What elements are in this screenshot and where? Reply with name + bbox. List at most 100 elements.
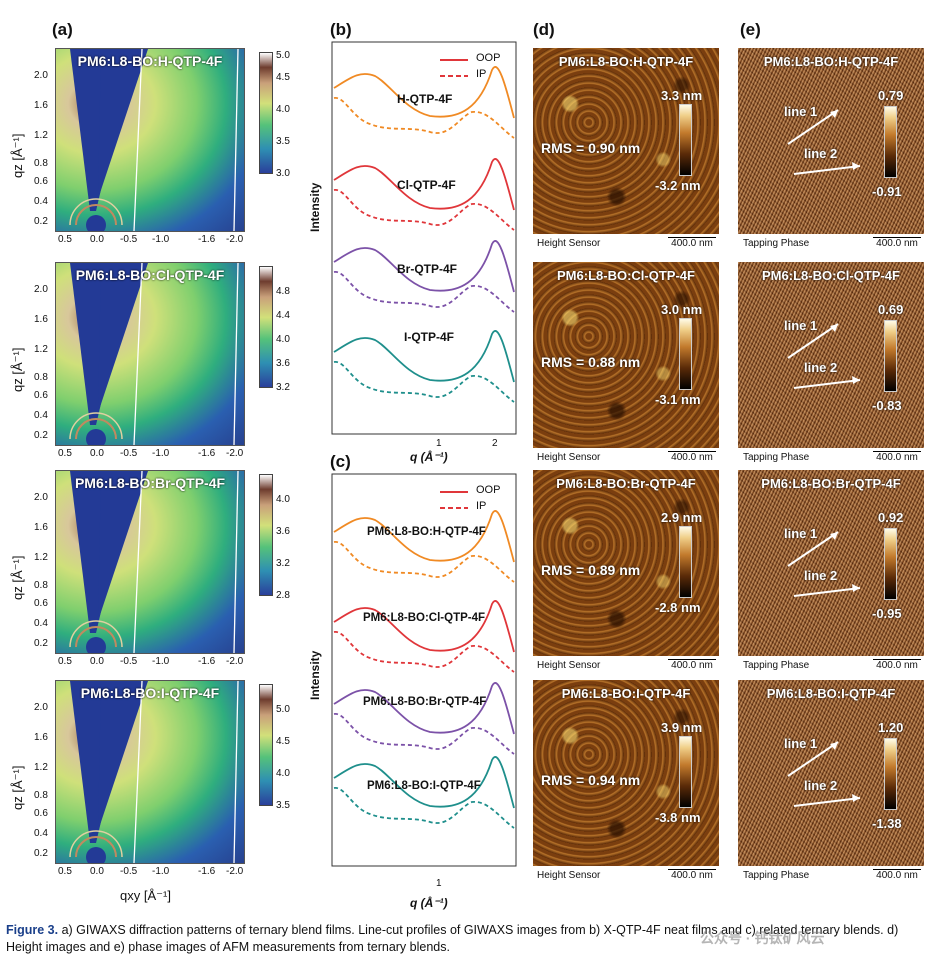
height-sensor-label: Height Sensor bbox=[537, 660, 601, 671]
curve-b-label-cl: Cl-QTP-4F bbox=[397, 178, 456, 192]
afm-height-image: PM6:L8-BO:Br-QTP-4F 2.9 nm -2.8 nm RMS = 0.… bbox=[533, 470, 719, 656]
scale-bar: 400.0 nm bbox=[873, 869, 921, 881]
colorbar-tick: 3.5 bbox=[276, 800, 290, 811]
qxy-tick: -1.0 bbox=[152, 234, 170, 245]
ip-curve bbox=[333, 713, 515, 755]
qxy-tick: -0.5 bbox=[120, 656, 138, 667]
scale-bar: 400.0 nm bbox=[668, 659, 716, 671]
phase-colorbar bbox=[884, 320, 897, 392]
legend-c-oop: OOP bbox=[476, 484, 501, 496]
legend-b-oop: OOP bbox=[476, 52, 501, 64]
colorbar-tick: 3.0 bbox=[276, 168, 290, 179]
tapping-phase-label: Tapping Phase bbox=[743, 238, 810, 249]
height-sensor-label: Height Sensor bbox=[537, 452, 601, 463]
figure-caption: Figure 3. a) GIWAXS diffraction patterns… bbox=[6, 922, 936, 956]
qxy-tick: -1.6 bbox=[198, 448, 216, 459]
caption-text: a) GIWAXS diffraction patterns of ternar… bbox=[6, 923, 899, 954]
phase-colorbar bbox=[884, 528, 897, 600]
phase-min: -0.95 bbox=[872, 606, 902, 621]
qz-tick: 1.2 bbox=[34, 130, 48, 141]
colorbar-tick: 4.0 bbox=[276, 768, 290, 779]
qz-tick: 2.0 bbox=[34, 70, 48, 81]
scale-bar: 400.0 nm bbox=[873, 451, 921, 463]
rms-value: RMS = 0.88 nm bbox=[541, 354, 641, 370]
qz-tick: 0.2 bbox=[34, 216, 48, 227]
afm-phase-title: PM6:L8-BO:H-QTP-4F bbox=[763, 54, 899, 69]
colorbar-tick: 4.0 bbox=[276, 334, 290, 345]
giwaxs-colorbar bbox=[259, 266, 273, 388]
qz-tick: 1.6 bbox=[34, 100, 48, 111]
line2-label: line 2 bbox=[804, 778, 838, 793]
line-arrows bbox=[787, 323, 861, 389]
phase-min: -0.91 bbox=[872, 184, 902, 199]
height-colorbar bbox=[679, 736, 692, 808]
height-max: 3.9 nm bbox=[661, 720, 703, 735]
qxy-tick: -2.0 bbox=[226, 866, 244, 877]
oop-curve bbox=[333, 756, 515, 809]
qz-tick: 0.2 bbox=[34, 638, 48, 649]
scale-bar: 400.0 nm bbox=[873, 237, 921, 249]
tapping-phase-label: Tapping Phase bbox=[743, 870, 810, 881]
height-sensor-label: Height Sensor bbox=[537, 870, 601, 881]
ip-curve bbox=[333, 271, 515, 313]
qxy-tick: -1.6 bbox=[198, 656, 216, 667]
phase-max: 0.79 bbox=[878, 88, 904, 103]
qz-tick: 0.6 bbox=[34, 390, 48, 401]
giwaxs-title: PM6:L8-BO:H-QTP-4F bbox=[77, 53, 223, 69]
colorbar-tick: 5.0 bbox=[276, 704, 290, 715]
oop-curve bbox=[333, 600, 515, 653]
scale-bar: 400.0 nm bbox=[668, 451, 716, 463]
scale-bar: 400.0 nm bbox=[668, 237, 716, 249]
colorbar-tick: 4.5 bbox=[276, 736, 290, 747]
qz-tick: 2.0 bbox=[34, 702, 48, 713]
colorbar-tick: 3.6 bbox=[276, 358, 290, 369]
caption-lead: Figure 3. bbox=[6, 923, 59, 937]
panel-label-d: (d) bbox=[533, 20, 555, 39]
phase-colorbar bbox=[884, 738, 897, 810]
giwaxs-title: PM6:L8-BO:I-QTP-4F bbox=[80, 685, 220, 701]
height-colorbar bbox=[679, 526, 692, 598]
qz-tick: 0.4 bbox=[34, 410, 48, 421]
height-max: 3.3 nm bbox=[661, 88, 703, 103]
height-max: 2.9 nm bbox=[661, 510, 703, 525]
panel-label-b: (b) bbox=[330, 20, 352, 39]
height-sensor-label: Height Sensor bbox=[537, 238, 601, 249]
giwaxs-colorbar bbox=[259, 52, 273, 174]
qxy-tick: -0.5 bbox=[120, 866, 138, 877]
colorbar-tick: 3.5 bbox=[276, 136, 290, 147]
oop-curve bbox=[333, 510, 515, 563]
qxy-tick: 0.5 bbox=[58, 656, 72, 667]
qxy-tick: -1.6 bbox=[198, 866, 216, 877]
line-arrows bbox=[787, 109, 861, 175]
qz-tick: 0.4 bbox=[34, 196, 48, 207]
colorbar-tick: 3.6 bbox=[276, 526, 290, 537]
ip-curve bbox=[333, 97, 515, 139]
linecut-b-xlabel: q (Å⁻¹) bbox=[410, 450, 448, 464]
linecut-b-ylabel: Intensity bbox=[308, 182, 322, 232]
qxy-tick: 0.0 bbox=[90, 448, 104, 459]
line1-label: line 1 bbox=[784, 318, 818, 333]
ip-curve bbox=[333, 189, 515, 231]
curve-c-label-h: PM6:L8-BO:H-QTP-4F bbox=[367, 526, 486, 538]
linecut-c-chart bbox=[331, 473, 517, 867]
height-colorbar bbox=[679, 318, 692, 390]
line1-label: line 1 bbox=[784, 736, 818, 751]
oop-curve bbox=[333, 240, 515, 293]
oop-curve bbox=[333, 158, 515, 211]
curve-b-label-br: Br-QTP-4F bbox=[397, 262, 457, 276]
watermark: 公众号 · 钙钛矿风云 bbox=[700, 930, 825, 946]
afm-phase-image: PM6:L8-BO:I-QTP-4F 1.20 -1.38 line 1 line 2 bbox=[738, 680, 924, 866]
afm-height-title: PM6:L8-BO:Br-QTP-4F bbox=[556, 476, 696, 491]
scale-bar: 400.0 nm bbox=[873, 659, 921, 671]
qxy-tick: -2.0 bbox=[226, 234, 244, 245]
qz-tick: 0.8 bbox=[34, 790, 48, 801]
colorbar-tick: 4.4 bbox=[276, 310, 290, 321]
legend-b-ip: IP bbox=[476, 68, 487, 80]
qz-tick: 0.8 bbox=[34, 158, 48, 169]
colorbar-tick: 4.0 bbox=[276, 494, 290, 505]
linecut-c-xlabel: q (Å⁻¹) bbox=[410, 896, 448, 910]
giwaxs-title: PM6:L8-BO:Cl-QTP-4F bbox=[75, 267, 225, 283]
colorbar-tick: 4.0 bbox=[276, 104, 290, 115]
qxy-tick: 0.0 bbox=[90, 234, 104, 245]
qz-tick: 1.2 bbox=[34, 762, 48, 773]
